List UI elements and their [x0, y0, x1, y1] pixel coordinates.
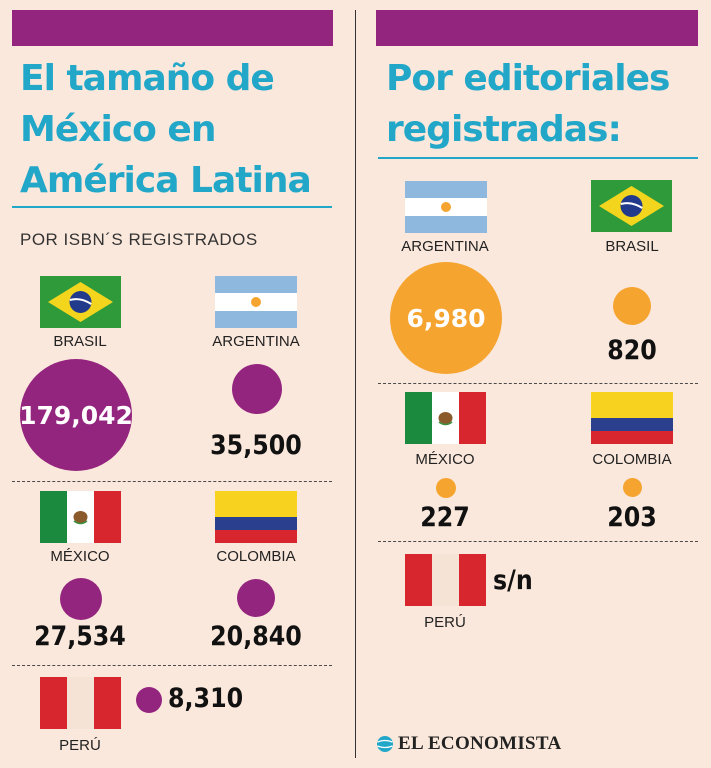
flag-colombia-right	[591, 392, 673, 444]
label-brasil: BRASIL	[53, 333, 107, 350]
label-peru-left: PERÚ	[59, 737, 101, 754]
flag-brasil-right	[591, 180, 672, 232]
value-argentina-left: 35,500	[210, 430, 302, 461]
left-title: El tamaño de México en América Latina	[20, 53, 340, 206]
flag-brasil	[40, 276, 121, 328]
left-title-rule	[12, 206, 332, 208]
value-mexico-right: 227	[420, 502, 470, 533]
bubble-peru-left	[136, 687, 162, 713]
left-header-bar	[12, 10, 333, 46]
flag-peru-right	[405, 554, 486, 606]
brazil-flag-icon	[591, 180, 672, 232]
bubble-mexico-right	[436, 478, 456, 498]
label-mexico-right: MÉXICO	[415, 451, 475, 468]
bubble-argentina-left	[232, 364, 282, 414]
peru-flag-icon	[405, 554, 486, 606]
right-title-line-1: Por editoriales	[386, 58, 670, 99]
label-peru-right: PERÚ	[424, 614, 466, 631]
value-peru-left: 8,310	[168, 683, 244, 714]
panel-divider	[355, 10, 356, 758]
left-title-line-2: México en	[20, 109, 216, 150]
label-colombia-left: COLOMBIA	[216, 548, 296, 565]
value-mexico-left: 27,534	[34, 621, 126, 652]
value-colombia-right: 203	[607, 502, 657, 533]
el-economista-logo: EL ECONOMISTA	[376, 733, 562, 755]
label-colombia-right: COLOMBIA	[592, 451, 672, 468]
value-colombia-left: 20,840	[210, 621, 302, 652]
left-subtitle: POR ISBN´S REGISTRADOS	[20, 230, 258, 249]
left-title-line-1: El tamaño de	[20, 58, 275, 99]
bubble-mexico-left	[60, 578, 102, 620]
bubble-argentina-right: 6,980	[390, 262, 502, 374]
right-divider-1	[378, 383, 698, 384]
brazil-flag-icon	[40, 276, 121, 328]
value-argentina-right: 6,980	[406, 303, 486, 333]
mexico-flag-icon	[405, 392, 486, 444]
colombia-flag-icon	[591, 392, 673, 444]
label-argentina-left: ARGENTINA	[212, 333, 300, 350]
flag-mexico-left	[40, 491, 121, 543]
flag-colombia-left	[215, 491, 297, 543]
colombia-flag-icon	[215, 491, 297, 543]
bubble-brasil: 179,042	[19, 359, 133, 471]
bubble-colombia-left	[237, 579, 275, 617]
right-header-bar	[376, 10, 698, 46]
right-title-rule	[378, 157, 698, 159]
right-title: Por editoriales registradas:	[386, 53, 706, 155]
mexico-flag-icon	[40, 491, 121, 543]
logo-text: EL ECONOMISTA	[398, 733, 562, 754]
label-brasil-right: BRASIL	[605, 238, 659, 255]
peru-flag-icon	[40, 677, 121, 729]
flag-argentina-right	[405, 181, 487, 233]
argentina-flag-icon	[215, 276, 297, 328]
label-mexico-left: MÉXICO	[50, 548, 110, 565]
left-divider-1	[12, 481, 332, 482]
bubble-colombia-right	[623, 478, 642, 497]
bubble-brasil-right	[613, 287, 651, 325]
right-divider-2	[378, 541, 698, 542]
value-brasil: 179,042	[19, 400, 133, 430]
label-argentina-right: ARGENTINA	[401, 238, 489, 255]
flag-peru-left	[40, 677, 121, 729]
globe-icon	[377, 736, 393, 752]
flag-mexico-right	[405, 392, 486, 444]
flag-argentina-left	[215, 276, 297, 328]
left-title-line-3: América Latina	[20, 160, 312, 201]
left-divider-2	[12, 665, 332, 666]
argentina-flag-icon	[405, 181, 487, 233]
value-peru-right: s/n	[493, 565, 533, 596]
right-title-line-2: registradas:	[386, 109, 622, 150]
value-brasil-right: 820	[607, 335, 657, 366]
